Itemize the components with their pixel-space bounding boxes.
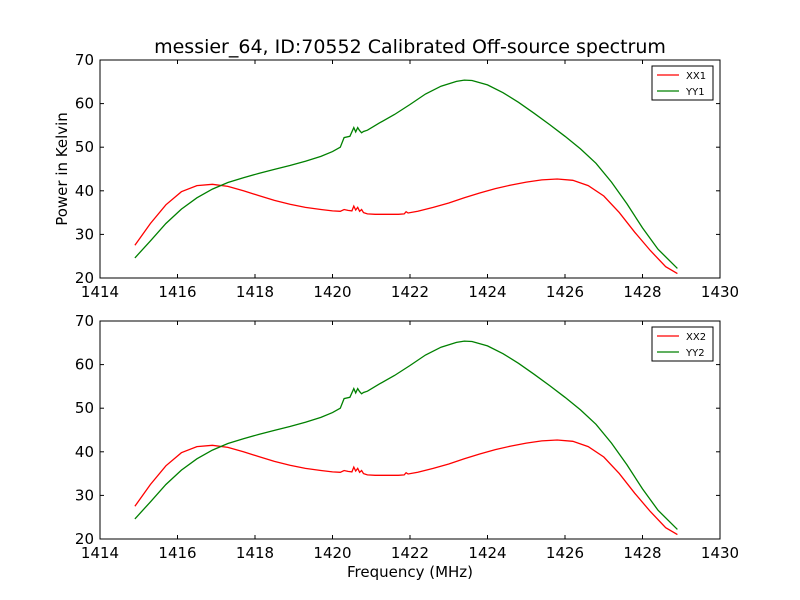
y-tick-label: 70 bbox=[75, 312, 94, 330]
y-tick-label: 20 bbox=[75, 530, 94, 548]
subplot-bottom: 1414 1416 1418 1420 1422 1424 1426 1428 1430 20 30… bbox=[75, 312, 739, 562]
chart-title: messier_64, ID:70552 Calibrated Off-sour… bbox=[154, 36, 666, 58]
y-tick-label: 20 bbox=[75, 269, 94, 287]
subplot-top: 1414 1416 1418 1420 1422 1424 1426 1428 1430 20 30… bbox=[75, 51, 739, 301]
y-tick-label: 60 bbox=[75, 356, 94, 374]
x-tick-label: 1416 bbox=[158, 283, 196, 301]
x-tick-label: 1418 bbox=[236, 283, 274, 301]
y-axis-label: Power in Kelvin bbox=[53, 112, 71, 226]
y-tick-label: 40 bbox=[75, 443, 94, 461]
y-tick-label: 60 bbox=[75, 95, 94, 113]
legend-label: YY2 bbox=[685, 348, 705, 359]
x-tick-label: 1414 bbox=[81, 544, 119, 562]
x-tick-label: 1420 bbox=[313, 544, 351, 562]
x-tick-label: 1426 bbox=[546, 283, 584, 301]
x-tick-label: 1428 bbox=[623, 544, 661, 562]
x-tick-label: 1428 bbox=[623, 283, 661, 301]
x-tick-label: 1424 bbox=[468, 544, 506, 562]
x-tick-label: 1430 bbox=[701, 544, 739, 562]
y-tick-label: 30 bbox=[75, 486, 94, 504]
legend-label: XX1 bbox=[686, 71, 706, 82]
x-tick-label: 1416 bbox=[158, 544, 196, 562]
series-line-xx1 bbox=[134, 178, 678, 275]
x-tick-label: 1424 bbox=[468, 283, 506, 301]
x-tick-label: 1422 bbox=[391, 544, 429, 562]
y-tick-label: 30 bbox=[75, 225, 94, 243]
x-tick-label: 1418 bbox=[236, 544, 274, 562]
series-line-yy1 bbox=[134, 79, 678, 269]
y-tick-label: 70 bbox=[75, 51, 94, 69]
series-line-xx2 bbox=[134, 439, 678, 536]
x-tick-label: 1426 bbox=[546, 544, 584, 562]
legend-label: YY1 bbox=[685, 87, 705, 98]
series-line-yy2 bbox=[134, 340, 678, 530]
legend-box bbox=[651, 65, 714, 101]
x-tick-label: 1414 bbox=[81, 283, 119, 301]
x-tick-label: 1422 bbox=[391, 283, 429, 301]
legend-label: XX2 bbox=[686, 332, 706, 343]
y-tick-label: 50 bbox=[75, 138, 94, 156]
x-tick-label: 1430 bbox=[701, 283, 739, 301]
y-tick-label: 50 bbox=[75, 399, 94, 417]
x-tick-label: 1420 bbox=[313, 283, 351, 301]
x-axis-label: Frequency (MHz) bbox=[347, 563, 473, 581]
legend-box bbox=[651, 326, 714, 362]
y-tick-label: 40 bbox=[75, 182, 94, 200]
